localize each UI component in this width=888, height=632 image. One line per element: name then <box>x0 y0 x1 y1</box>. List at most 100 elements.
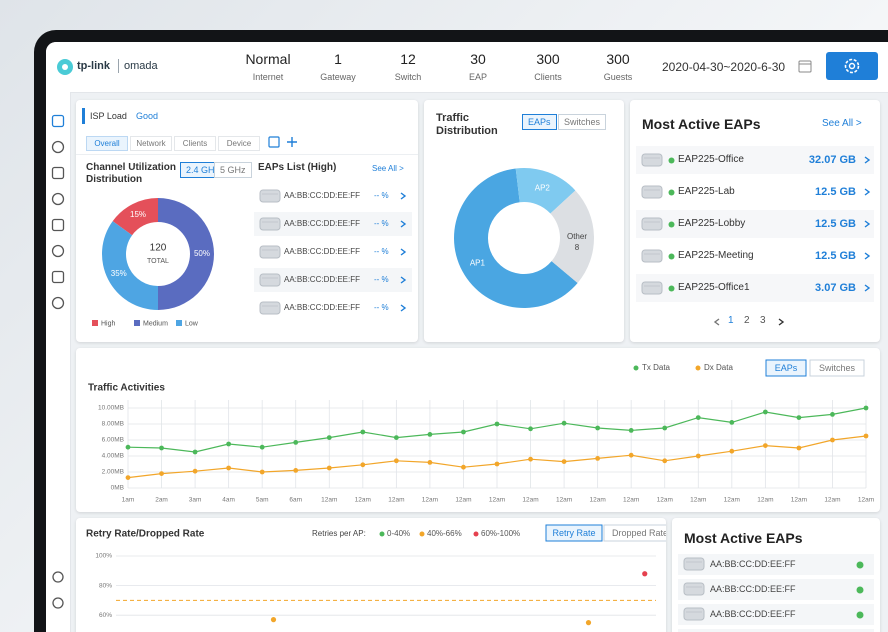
chevron <box>864 188 871 196</box>
toggle[interactable]: EAPs <box>522 114 557 130</box>
toggle[interactable]: 2.4 GHz <box>180 162 226 178</box>
eap-mac: AA:BB:CC:DD:EE:FF <box>710 609 796 619</box>
toggle-label[interactable]: EAPs <box>775 363 798 373</box>
nav-icon[interactable] <box>51 244 65 258</box>
status-dot <box>668 285 675 292</box>
eap-usage: 32.07 GB <box>808 154 856 166</box>
x-tick-label: 12am <box>690 497 706 504</box>
data-point <box>762 443 768 448</box>
traffic-donut: AP1 AP2 Other 8 <box>453 168 594 308</box>
tab[interactable]: Device <box>218 136 260 151</box>
toggle[interactable]: Switches <box>558 114 607 130</box>
data-point <box>159 471 164 476</box>
x-tick-label: 12am <box>791 497 807 504</box>
toggle-label[interactable]: Switches <box>819 363 856 373</box>
nav-icon[interactable] <box>51 140 65 154</box>
device-icon <box>259 301 281 315</box>
nav-icon[interactable] <box>51 570 65 584</box>
list-row <box>636 146 874 174</box>
x-tick-label: 12am <box>824 497 840 504</box>
nav-icon[interactable] <box>51 114 65 128</box>
list-row <box>678 579 874 600</box>
add-icon[interactable] <box>286 136 298 148</box>
data-point <box>628 428 634 433</box>
list-row <box>678 629 874 632</box>
nav-icon-shape <box>51 270 65 284</box>
data-point <box>494 421 500 427</box>
segment-label: AP2 <box>535 183 551 192</box>
nav-icon[interactable] <box>51 218 65 232</box>
edit-icon[interactable] <box>268 136 280 148</box>
tab[interactable]: Clients <box>174 136 216 151</box>
retry-rate-card: Retry Rate/Dropped Rate Retries per AP: 10… <box>76 518 666 632</box>
toggle-button[interactable] <box>603 524 666 542</box>
toggle-label[interactable]: Dropped Rate <box>612 528 666 538</box>
page-number[interactable]: 2 <box>744 315 750 326</box>
page-number[interactable]: 3 <box>760 315 766 326</box>
nav-icon-shape <box>51 296 65 310</box>
online-dot <box>668 157 675 164</box>
x-tick-label: 6am <box>289 497 302 504</box>
data-point <box>642 571 648 577</box>
tab[interactable]: Network <box>130 136 172 151</box>
data-point <box>461 429 466 435</box>
chevron <box>400 192 407 200</box>
toggle-button[interactable] <box>545 524 603 542</box>
toggle-label[interactable]: Retry Rate <box>552 528 595 538</box>
toggle-button[interactable] <box>765 359 807 377</box>
nav-icon[interactable] <box>51 596 65 610</box>
toggle-button[interactable] <box>809 359 865 377</box>
list-row <box>678 604 874 625</box>
x-tick-label: 3am <box>189 497 202 504</box>
nav-icon-shape <box>51 114 65 128</box>
device-body <box>683 607 705 621</box>
legend-label: Low <box>185 320 199 327</box>
x-tick-label: 12am <box>623 497 639 504</box>
legend-dot <box>473 531 479 537</box>
stat-value: Normal <box>245 51 291 67</box>
nav-icon[interactable] <box>51 192 65 206</box>
legend-dot <box>695 365 701 371</box>
nav-icon-shape <box>51 192 65 206</box>
x-tick-label: 12am <box>321 497 337 504</box>
donut-segment <box>550 190 594 283</box>
device-body <box>683 582 705 596</box>
sidebar <box>46 92 71 632</box>
status-dot <box>668 253 675 260</box>
nav-icon-shape <box>52 597 64 609</box>
data-point <box>226 465 232 471</box>
y-tick-label: 4.00MB <box>102 453 124 460</box>
eap-mac: AA:BB:CC:DD:EE:FF <box>710 559 796 569</box>
nav-icon[interactable] <box>51 296 65 310</box>
x-tick-label: 12am <box>858 497 874 504</box>
eap-mac: AA:BB:CC:DD:EE:FF <box>710 584 796 594</box>
legend-label: High <box>101 320 116 327</box>
chevron-icon <box>400 276 407 284</box>
nav-icon[interactable] <box>51 166 65 180</box>
device-icon <box>641 249 663 263</box>
nav-icon[interactable] <box>51 270 65 284</box>
stat-label: Clients <box>534 72 562 82</box>
eap-name: EAP225-Office <box>678 154 744 165</box>
see-all-link[interactable]: See All > <box>372 164 404 173</box>
stat-label: Switch <box>394 72 422 82</box>
data-point <box>259 444 265 450</box>
see-all-link[interactable]: See All > <box>822 118 862 129</box>
settings-button[interactable] <box>826 52 878 80</box>
page-number[interactable]: 1 <box>728 315 734 326</box>
legend-label: 40%-66% <box>427 529 462 538</box>
device-body <box>641 281 663 295</box>
legend-swatch <box>92 320 98 326</box>
toggle[interactable]: 5 GHz <box>214 162 252 178</box>
most-active-eaps-card: Most Active EAPs AA:BB:CC:DD:EE:FF AA:BB:C… <box>672 518 880 632</box>
x-tick-label: 2am <box>155 497 168 504</box>
device-body <box>641 217 663 231</box>
device-icon <box>259 273 281 287</box>
screen: tp-link omada Normal Internet 1 Gateway 12 Swit… <box>46 42 888 632</box>
data-point <box>863 405 869 411</box>
data-point <box>628 452 634 458</box>
data-point <box>125 444 131 450</box>
device-body <box>259 189 281 203</box>
tab[interactable]: Overall <box>86 136 128 151</box>
chevron-icon <box>778 318 785 326</box>
